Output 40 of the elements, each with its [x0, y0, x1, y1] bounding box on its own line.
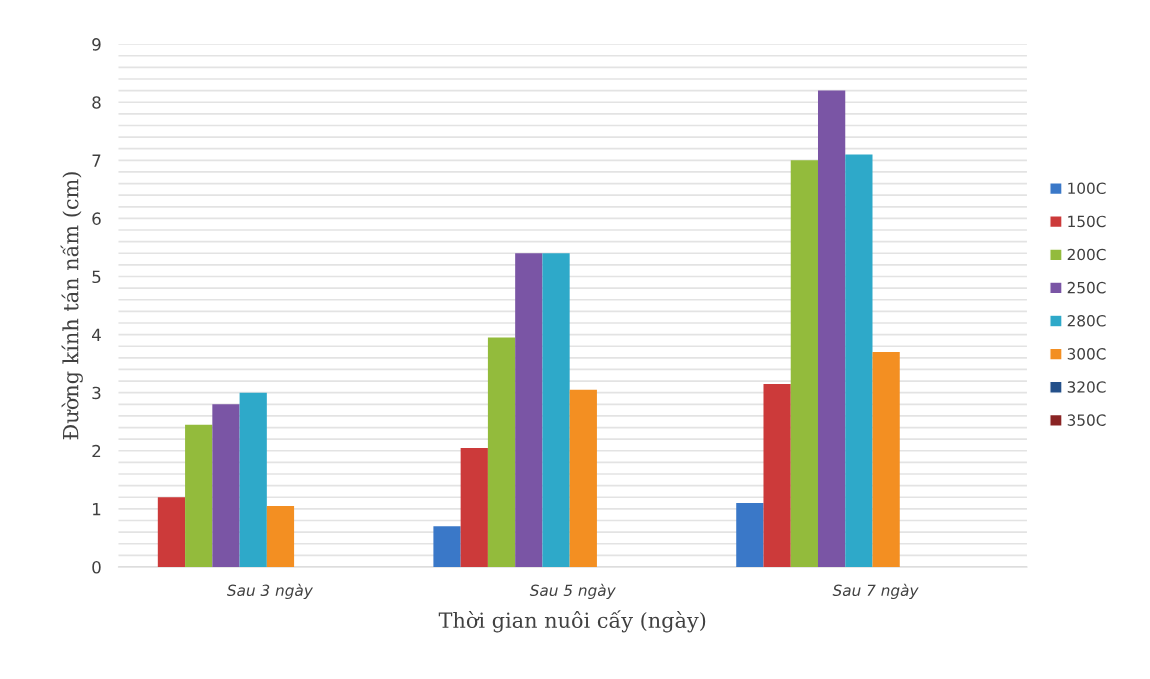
bar	[487, 337, 516, 567]
bar	[157, 497, 186, 567]
bar	[872, 352, 900, 567]
bar	[817, 90, 846, 567]
bar	[460, 447, 488, 567]
bar	[790, 160, 818, 567]
y-tick-label: 4	[91, 328, 101, 341]
y-tick-label: 7	[92, 154, 101, 167]
bar	[542, 253, 570, 567]
y-axis-title: Đường kính tán nấm (cm)	[60, 172, 83, 440]
y-tick-label: 8	[92, 96, 101, 109]
y-tick-label: 5	[92, 270, 101, 284]
legend-label: 350C	[1067, 414, 1106, 426]
bar	[763, 383, 791, 567]
bar	[845, 154, 873, 567]
bar	[515, 253, 543, 567]
legend-label: 100C	[1068, 182, 1106, 195]
bar	[736, 503, 764, 567]
x-tick-label: Sau 5 ngày	[529, 583, 616, 600]
legend-label: 300C	[1067, 348, 1106, 360]
bar	[185, 424, 213, 567]
y-tick-label: 0	[92, 560, 101, 574]
legend-label: 280C	[1067, 314, 1106, 327]
y-tick-label: 1	[93, 503, 101, 516]
x-tick-label: Sau 7 ngày	[832, 583, 919, 600]
legend-label: 200C	[1067, 248, 1106, 261]
legend-label: 150C	[1068, 215, 1106, 228]
legend-label: 320C	[1067, 381, 1106, 393]
y-tick-label: 6	[92, 212, 101, 225]
bar	[239, 392, 267, 567]
y-tick-label: 9	[92, 38, 101, 51]
x-axis-title: Thời gian nuôi cấy (ngày)	[438, 610, 706, 633]
legend-label: 250C	[1067, 281, 1106, 294]
bar	[569, 389, 597, 567]
bar	[266, 505, 295, 567]
bar	[433, 526, 461, 567]
x-tick-label: Sau 3 ngày	[226, 583, 314, 600]
y-tick-label: 2	[92, 444, 101, 458]
bar	[212, 404, 240, 567]
y-tick-label: 3	[92, 386, 101, 400]
